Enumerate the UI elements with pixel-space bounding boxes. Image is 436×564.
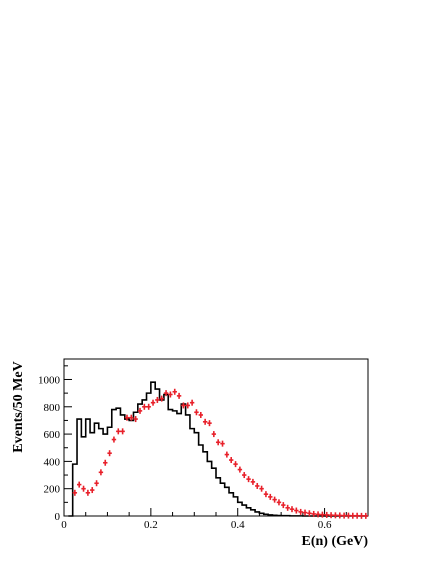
data-point [172, 388, 177, 395]
data-point [246, 476, 251, 483]
data-point [255, 482, 260, 489]
data-point [250, 478, 256, 485]
data-point [211, 431, 217, 438]
data-point [142, 403, 147, 410]
data-point [346, 512, 351, 519]
data-point [94, 480, 99, 487]
data-point [233, 461, 238, 468]
data-point [181, 402, 186, 409]
data-point [220, 440, 225, 447]
data-point [207, 420, 212, 427]
data-point [341, 512, 347, 519]
data-point [276, 499, 282, 506]
x-axis: 0 0.2 0.4 0.6 [61, 508, 347, 531]
data-point [285, 504, 290, 511]
data-point [328, 512, 334, 519]
y-tick-label: 600 [44, 429, 61, 441]
plot-frame [63, 358, 369, 517]
data-point [302, 509, 308, 516]
data-point [359, 512, 364, 519]
data-point [298, 508, 303, 515]
data-point [307, 510, 312, 517]
y-axis: 0 200 400 600 800 1000 [38, 365, 72, 523]
data-point [363, 512, 369, 519]
y-tick-label: 0 [55, 511, 61, 523]
data-point [324, 511, 329, 518]
data-point [263, 491, 269, 498]
x-tick-label: 0.4 [231, 519, 245, 531]
data-point [176, 392, 182, 399]
data-point [242, 472, 247, 479]
data-point [150, 399, 156, 406]
x-tick-label: 0.2 [144, 519, 158, 531]
x-axis-label: E(n) (GeV) [302, 534, 369, 549]
y-tick-label: 800 [44, 402, 61, 414]
y-tick-label: 400 [44, 456, 61, 468]
y-tick-label: 1000 [38, 374, 61, 386]
data-point [185, 402, 190, 409]
data-point [320, 511, 325, 518]
data-point [72, 489, 78, 496]
data-point [202, 418, 208, 425]
data-point [229, 457, 234, 464]
x-tick-label: 0.6 [318, 519, 332, 531]
axes [63, 358, 369, 517]
data-point [111, 436, 117, 443]
data-point [268, 493, 273, 500]
data-point [272, 496, 277, 503]
data-point [124, 414, 130, 421]
data-point [259, 485, 264, 492]
data-point [337, 512, 342, 519]
data-point [350, 512, 355, 519]
data-point [224, 451, 230, 458]
data-point [237, 466, 243, 473]
data-point [194, 409, 199, 416]
data-point [120, 428, 125, 435]
data-point [107, 450, 112, 457]
data-point [98, 469, 104, 476]
data-point [315, 511, 321, 518]
data-point [77, 481, 82, 488]
data-point [333, 512, 338, 519]
data-point [354, 512, 360, 519]
points-series [72, 388, 369, 519]
data-point [289, 506, 295, 513]
y-axis-label: Events/50 MeV [11, 361, 26, 452]
data-point [281, 502, 286, 509]
data-point [85, 489, 91, 496]
data-point [311, 510, 316, 517]
data-point [294, 507, 299, 514]
data-point [137, 407, 143, 414]
data-point [116, 428, 121, 435]
data-point [133, 416, 138, 423]
x-tick-label: 0 [61, 519, 67, 531]
data-point [215, 439, 221, 446]
histogram-series [68, 381, 368, 517]
data-point [129, 414, 134, 421]
data-point [155, 396, 160, 403]
data-point [168, 391, 173, 398]
data-point [103, 459, 108, 466]
data-point [81, 485, 86, 492]
data-point [90, 487, 95, 494]
data-point [198, 411, 203, 418]
data-point [163, 390, 169, 397]
data-point [189, 399, 195, 406]
data-point [159, 395, 164, 402]
data-point [146, 403, 151, 410]
y-tick-label: 200 [44, 484, 61, 496]
histogram-line [68, 381, 368, 517]
